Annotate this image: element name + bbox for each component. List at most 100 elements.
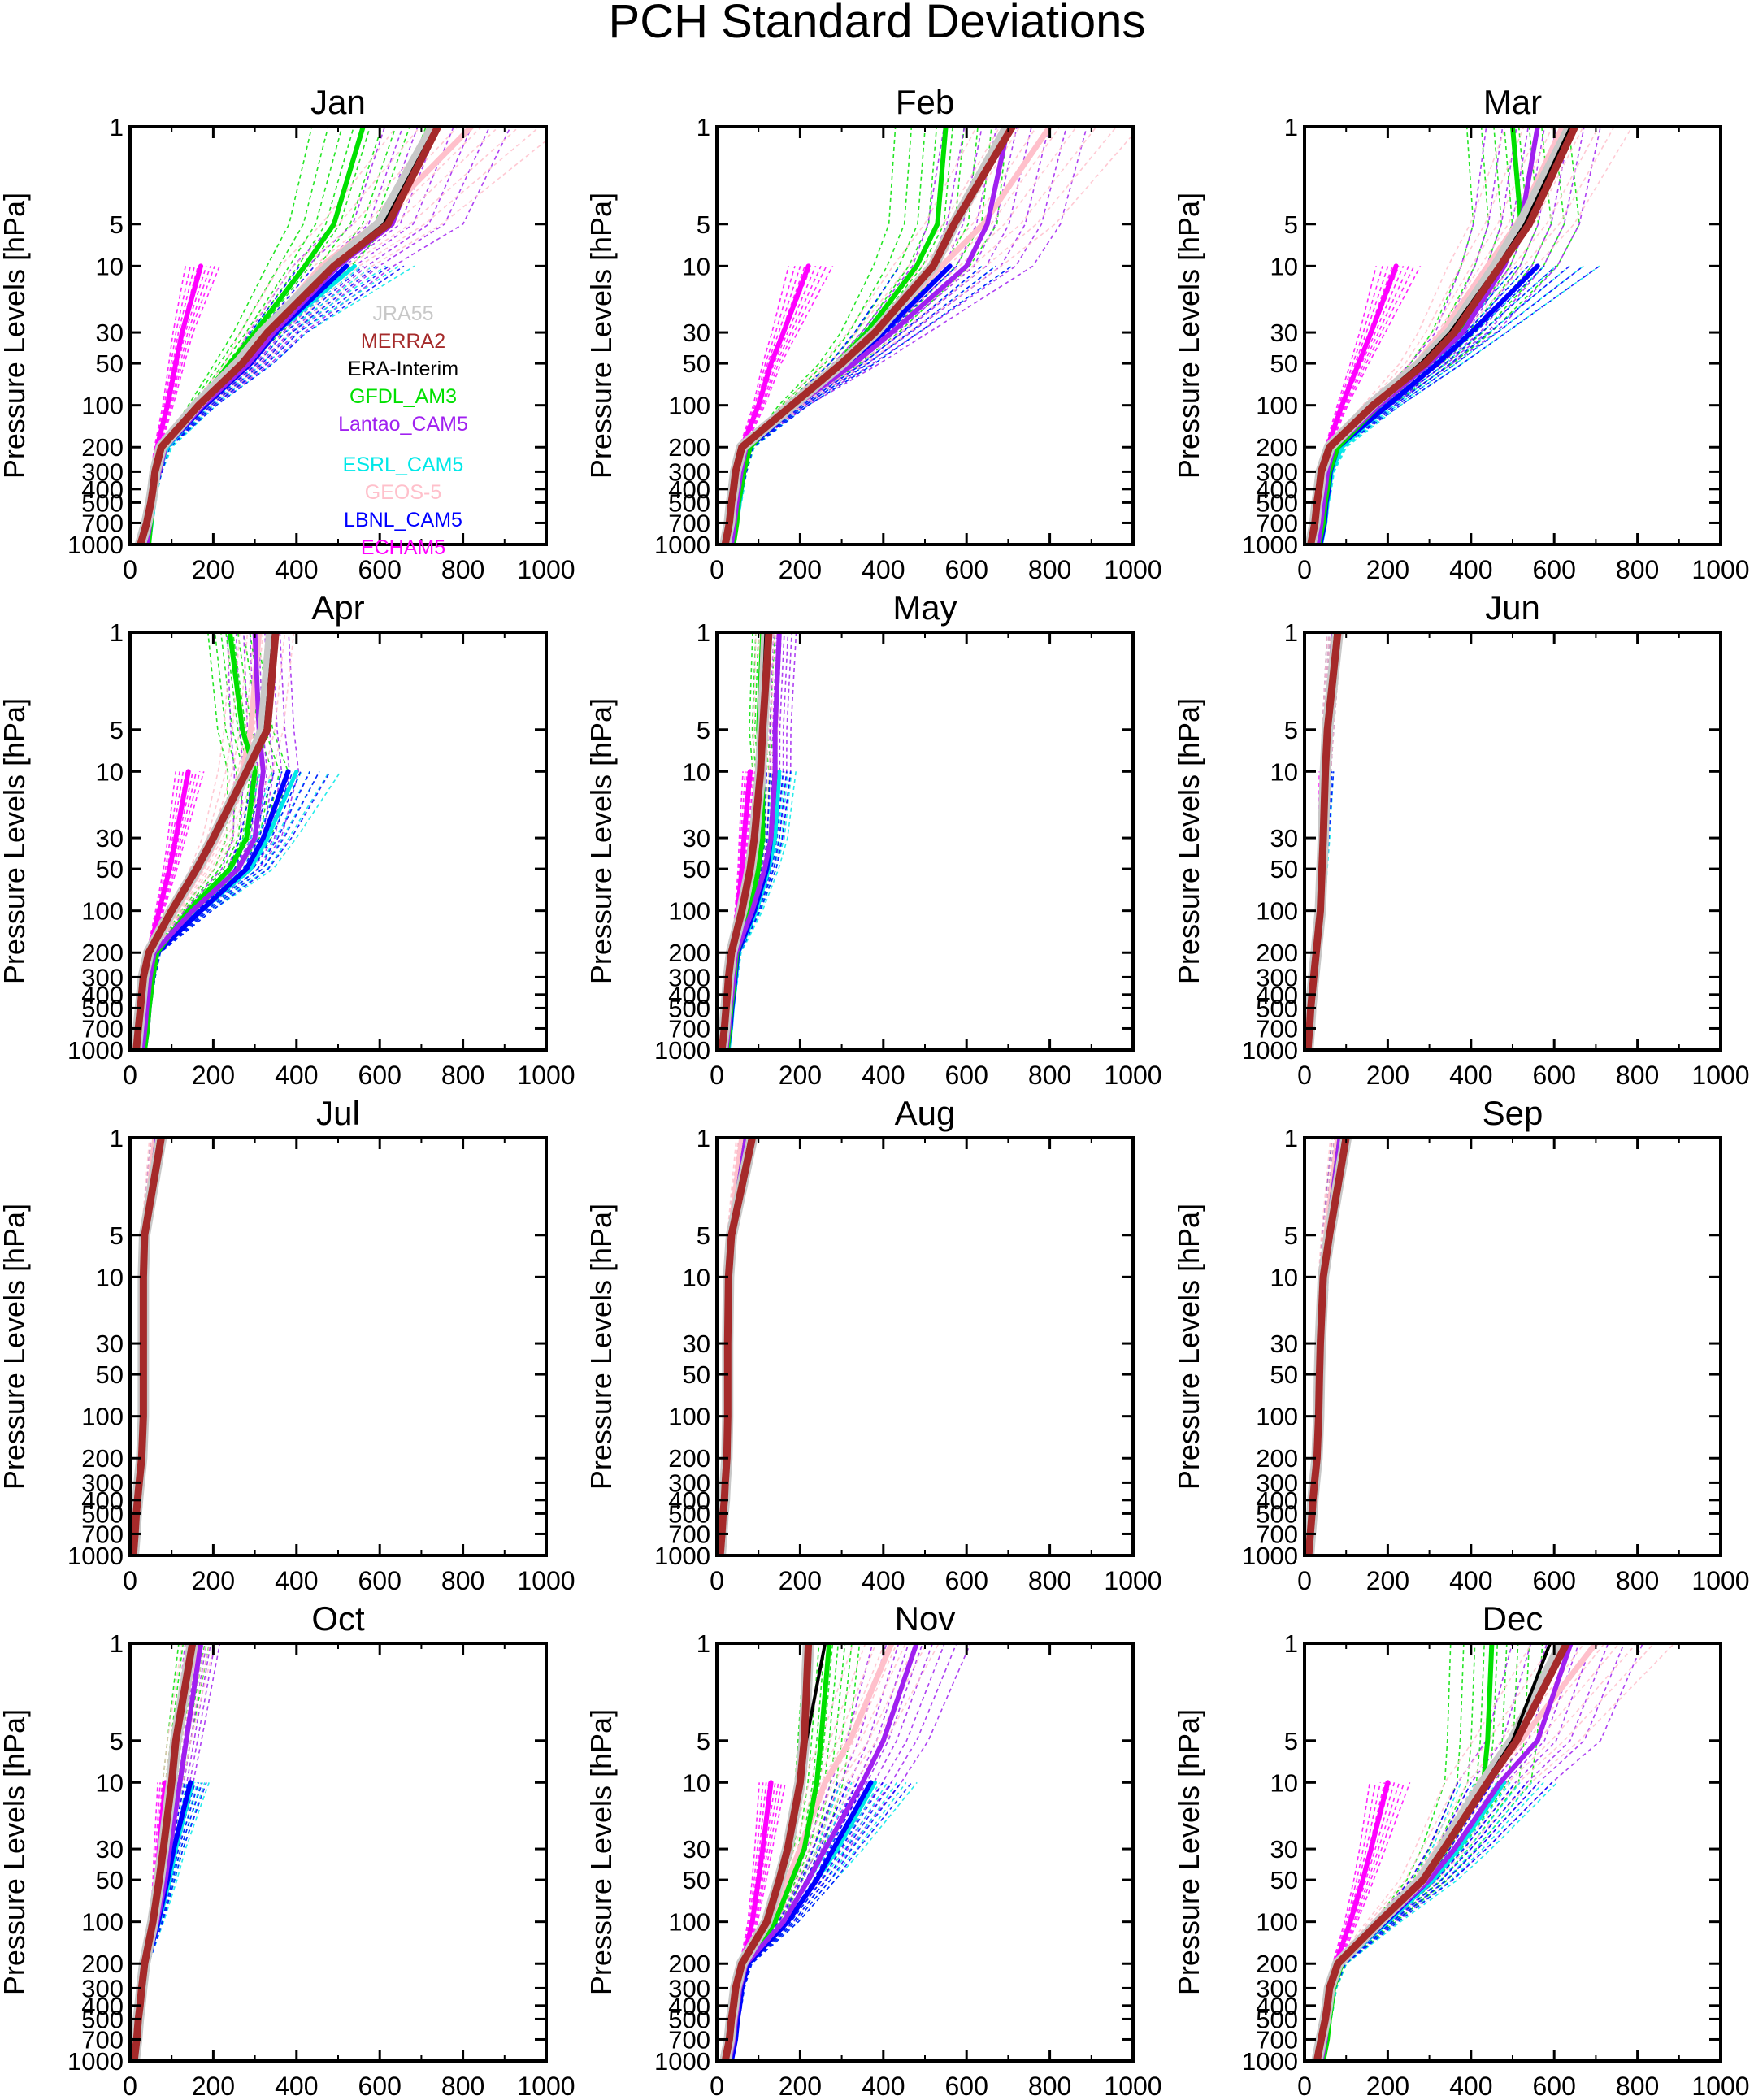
x-tick-label: 800 <box>441 2072 484 2100</box>
y-tick-label: 50 <box>1270 349 1298 378</box>
y-tick-label: 1000 <box>1242 1542 1298 1570</box>
x-tick-label: 200 <box>1366 1061 1409 1090</box>
member-gfdl_am3-4 <box>1322 1643 1485 2061</box>
y-tick-label: 5 <box>697 210 710 239</box>
y-tick-label: 100 <box>1256 1908 1298 1937</box>
y-axis-label: Pressure Levels [hPa] <box>0 1204 31 1490</box>
series-merra2 <box>717 1138 757 1555</box>
y-tick-label: 200 <box>81 1950 124 1978</box>
y-tick-label: 200 <box>668 1444 710 1473</box>
member-lantao_cam5-2 <box>730 127 966 545</box>
y-tick-label: 10 <box>96 1263 124 1291</box>
y-tick-label: 30 <box>683 1330 710 1358</box>
y-tick-label: 1 <box>1284 113 1298 141</box>
x-tick-label: 1000 <box>1691 555 1749 584</box>
y-tick-label: 700 <box>1256 1014 1298 1043</box>
member-geos-5-6 <box>1318 1643 1620 2061</box>
y-tick-label: 700 <box>668 1520 710 1548</box>
y-tick-label: 200 <box>81 939 124 967</box>
x-tick-label: 400 <box>1449 555 1492 584</box>
y-tick-label: 400 <box>81 475 124 504</box>
x-tick-label: 0 <box>710 555 724 584</box>
x-tick-label: 600 <box>358 1061 402 1090</box>
y-tick-label: 300 <box>1256 1974 1298 2002</box>
member-geos-5-9 <box>1318 1643 1675 2061</box>
y-tick-label: 10 <box>96 757 124 786</box>
member-lantao_cam5-9 <box>731 127 1088 545</box>
x-tick-label: 0 <box>710 1061 724 1090</box>
y-tick-label: 10 <box>683 757 710 786</box>
y-axis-label: Pressure Levels [hPa] <box>1172 1204 1205 1490</box>
legend-entry-merra2: MERRA2 <box>361 330 445 353</box>
series-lantao_cam5 <box>140 632 266 1050</box>
y-tick-label: 500 <box>668 994 710 1022</box>
member-gfdl_am3-5 <box>732 127 953 545</box>
y-tick-label: 5 <box>1284 1221 1298 1250</box>
y-tick-label: 200 <box>1256 433 1298 462</box>
x-tick-label: 800 <box>441 1566 484 1595</box>
y-tick-label: 1 <box>697 1124 710 1152</box>
y-tick-label: 200 <box>1256 1444 1298 1473</box>
axes-frame <box>128 1136 548 1557</box>
x-tick-label: 0 <box>1297 555 1312 584</box>
x-tick-label: 0 <box>123 1061 137 1090</box>
y-tick-label: 400 <box>81 1992 124 2020</box>
y-tick-label: 5 <box>110 1727 124 1755</box>
plot-area <box>130 1138 167 1555</box>
y-tick-label: 100 <box>1256 392 1298 420</box>
y-tick-label: 500 <box>1256 994 1298 1022</box>
y-tick-label: 1000 <box>67 2047 124 2076</box>
x-tick-label: 400 <box>1449 1061 1492 1090</box>
x-tick-label: 600 <box>945 1061 988 1090</box>
y-tick-label: 400 <box>668 981 710 1009</box>
y-tick-label: 50 <box>96 1360 124 1389</box>
panel-aug: 0 200 400 600 800 100015103050100200300400500… <box>584 1094 1162 1595</box>
x-tick-label: 200 <box>192 1061 235 1090</box>
y-tick-label: 1 <box>1284 1124 1298 1152</box>
y-tick-label: 200 <box>81 1444 124 1473</box>
y-tick-label: 100 <box>668 1403 710 1431</box>
x-tick-label: 200 <box>192 2072 235 2100</box>
member-geos-5-7 <box>141 127 520 545</box>
axes-frame <box>1303 1136 1722 1557</box>
x-tick-label: 600 <box>1533 1566 1576 1595</box>
legend-entry-jra55: JRA55 <box>372 302 433 325</box>
y-tick-label: 5 <box>697 1727 710 1755</box>
y-tick-label: 500 <box>81 488 124 517</box>
y-tick-label: 300 <box>668 963 710 991</box>
panel-title: Apr <box>311 588 364 627</box>
member-lantao_cam5-9 <box>146 127 511 545</box>
y-tick-label: 400 <box>81 981 124 1009</box>
y-axis-label: Pressure Levels [hPa] <box>1172 193 1205 479</box>
panel-title: Sep <box>1483 1094 1543 1132</box>
x-tick-label: 600 <box>1533 555 1576 584</box>
x-tick-label: 600 <box>945 2072 988 2100</box>
y-tick-label: 100 <box>1256 1403 1298 1431</box>
y-tick-label: 200 <box>668 1950 710 1978</box>
y-tick-label: 1000 <box>654 1542 710 1570</box>
y-tick-label: 400 <box>668 475 710 504</box>
y-tick-label: 30 <box>1270 1835 1298 1864</box>
axes-frame <box>1303 1642 1722 2063</box>
y-tick-label: 5 <box>110 210 124 239</box>
y-axis-label: Pressure Levels [hPa] <box>0 1709 31 1995</box>
member-esrl_cam5-5 <box>732 265 957 545</box>
series-lantao_cam5 <box>1315 127 1540 545</box>
y-tick-label: 10 <box>1270 252 1298 280</box>
series-merra2 <box>132 632 280 1050</box>
y-tick-label: 100 <box>81 392 124 420</box>
member-lantao_cam5-5 <box>1317 127 1546 545</box>
plot-area <box>134 127 546 545</box>
member-lantao_cam5-4 <box>141 632 259 1050</box>
member-gfdl_am3-1 <box>1322 1643 1452 2061</box>
y-tick-label: 10 <box>683 1768 710 1797</box>
y-tick-label: 1000 <box>654 1036 710 1065</box>
axes-frame <box>715 631 1135 1052</box>
member-echam5-8 <box>727 265 827 545</box>
y-tick-label: 1 <box>110 618 124 647</box>
plot-area <box>719 1643 971 2061</box>
y-tick-label: 400 <box>1256 981 1298 1009</box>
x-tick-label: 1000 <box>1691 1061 1749 1090</box>
member-gfdl_am3-6 <box>1318 127 1539 545</box>
series-geos-5 <box>136 632 263 1050</box>
